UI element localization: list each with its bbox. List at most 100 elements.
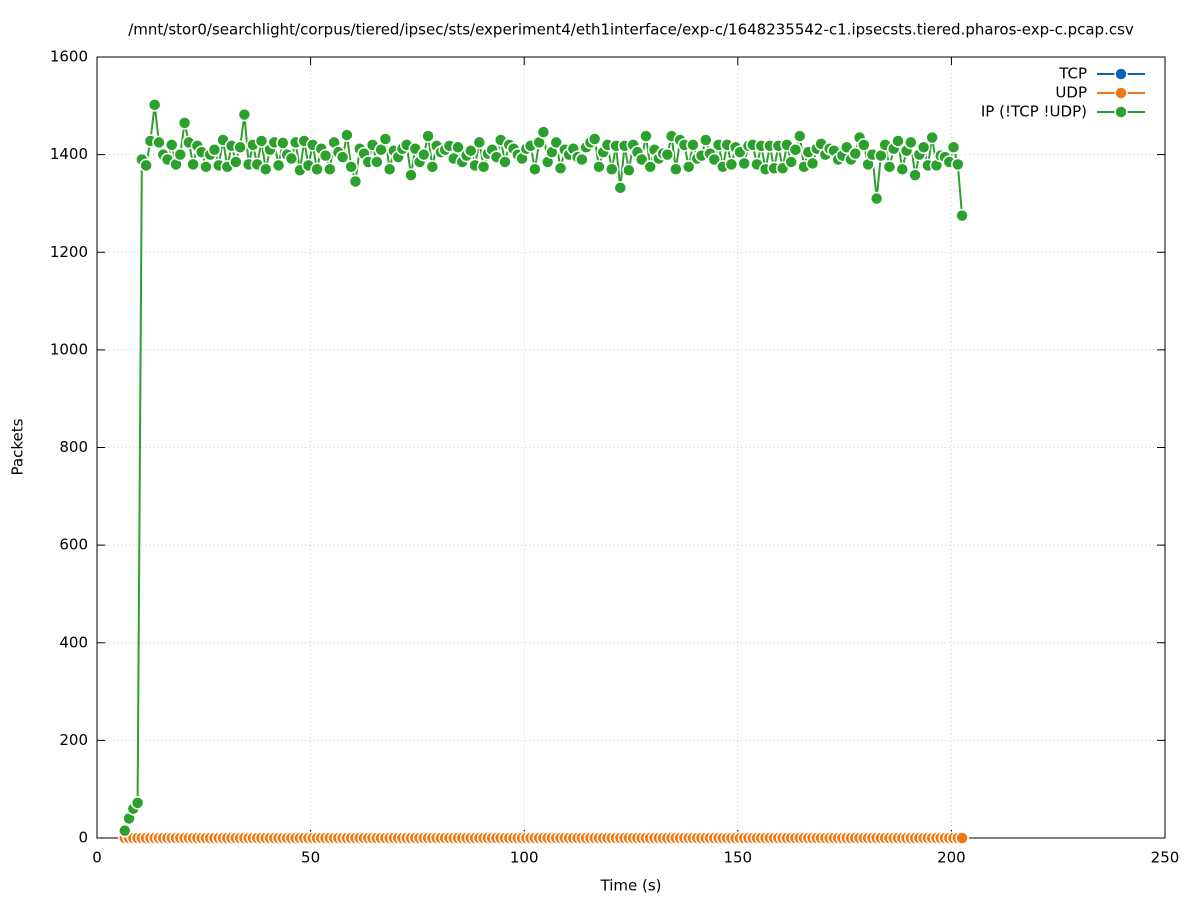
data-point — [536, 125, 551, 139]
x-tick-label: 250 — [1151, 849, 1180, 867]
data-point — [613, 181, 628, 195]
data-point — [340, 128, 354, 142]
data-point — [382, 162, 397, 177]
data-point — [421, 129, 435, 143]
data-point — [643, 160, 657, 174]
data-point — [925, 130, 939, 145]
data-point — [254, 134, 269, 148]
data-point — [417, 147, 431, 162]
data-point — [276, 136, 290, 150]
data-point — [681, 160, 696, 174]
data-point — [955, 208, 969, 223]
data-point — [207, 142, 222, 157]
data-point — [476, 160, 491, 174]
data-point — [639, 129, 653, 143]
y-tick-label: 800 — [59, 438, 88, 456]
data-point — [587, 132, 602, 146]
data-point — [686, 138, 700, 152]
data-point — [575, 152, 589, 167]
series-line — [123, 104, 964, 832]
data-point — [451, 140, 465, 155]
data-point — [908, 168, 922, 182]
data-point — [425, 160, 440, 174]
data-point — [348, 174, 363, 189]
data-point — [258, 162, 273, 177]
legend-marker — [1114, 67, 1128, 81]
data-point — [318, 148, 333, 163]
data-point — [605, 162, 619, 177]
data-point — [186, 157, 200, 172]
data-point — [848, 146, 863, 161]
data-point — [549, 135, 563, 150]
data-point — [951, 157, 965, 172]
legend-label: IP (!TCP !UDP) — [981, 103, 1087, 121]
y-tick-label: 1600 — [50, 48, 88, 66]
data-point — [788, 142, 803, 157]
data-point — [271, 158, 286, 173]
data-point — [152, 135, 166, 150]
y-tick-label: 0 — [78, 829, 88, 847]
data-point — [737, 156, 751, 171]
data-point — [669, 162, 683, 177]
x-tick-label: 100 — [510, 849, 539, 867]
data-point — [891, 134, 905, 148]
data-point — [344, 160, 358, 174]
x-tick-label: 50 — [301, 849, 320, 867]
y-tick-label: 1400 — [50, 145, 88, 163]
data-point — [147, 98, 162, 112]
legend-marker — [1114, 86, 1128, 100]
x-tick-label: 0 — [92, 849, 102, 867]
data-point — [118, 823, 132, 838]
data-point — [592, 160, 606, 174]
data-point — [323, 162, 337, 177]
data-point — [724, 157, 739, 172]
data-point — [130, 796, 145, 810]
data-point — [370, 155, 384, 169]
data-point — [895, 162, 910, 177]
data-point — [284, 151, 299, 166]
data-point — [229, 155, 243, 169]
x-axis-label: Time (s) — [600, 877, 662, 895]
data-point — [237, 107, 252, 122]
legend-label: UDP — [1055, 84, 1087, 102]
data-point — [805, 156, 820, 171]
x-tick-label: 150 — [723, 849, 752, 867]
y-tick-label: 200 — [59, 731, 88, 749]
data-point — [707, 152, 722, 167]
legend-marker — [1114, 105, 1128, 119]
data-point — [233, 140, 247, 155]
data-point — [634, 152, 649, 167]
y-tick-label: 1000 — [50, 340, 88, 358]
data-point — [869, 191, 884, 206]
data-point — [177, 116, 192, 130]
y-tick-label: 1200 — [50, 243, 88, 261]
data-point — [792, 129, 807, 143]
data-point — [173, 147, 188, 162]
data-point — [404, 168, 418, 182]
chart-title: /mnt/stor0/searchlight/corpus/tiered/ips… — [128, 21, 1134, 39]
y-tick-label: 400 — [59, 633, 88, 651]
data-point — [139, 158, 153, 173]
y-axis-label: Packets — [9, 418, 27, 475]
data-point — [464, 143, 478, 158]
data-point — [310, 162, 324, 177]
data-point — [528, 162, 542, 177]
data-point — [955, 831, 969, 845]
legend-label: TCP — [1058, 65, 1087, 83]
data-point — [882, 160, 897, 174]
y-tick-label: 600 — [59, 536, 88, 554]
data-point — [498, 155, 512, 169]
data-point — [165, 138, 179, 152]
data-point — [622, 163, 636, 177]
data-point — [378, 132, 393, 146]
data-point — [904, 135, 918, 150]
data-point — [699, 133, 713, 147]
data-point — [199, 160, 213, 174]
data-point — [472, 135, 487, 150]
data-point — [660, 147, 675, 162]
x-tick-label: 200 — [937, 849, 966, 867]
data-point — [553, 161, 568, 176]
data-point — [335, 150, 350, 164]
data-point — [946, 140, 961, 155]
